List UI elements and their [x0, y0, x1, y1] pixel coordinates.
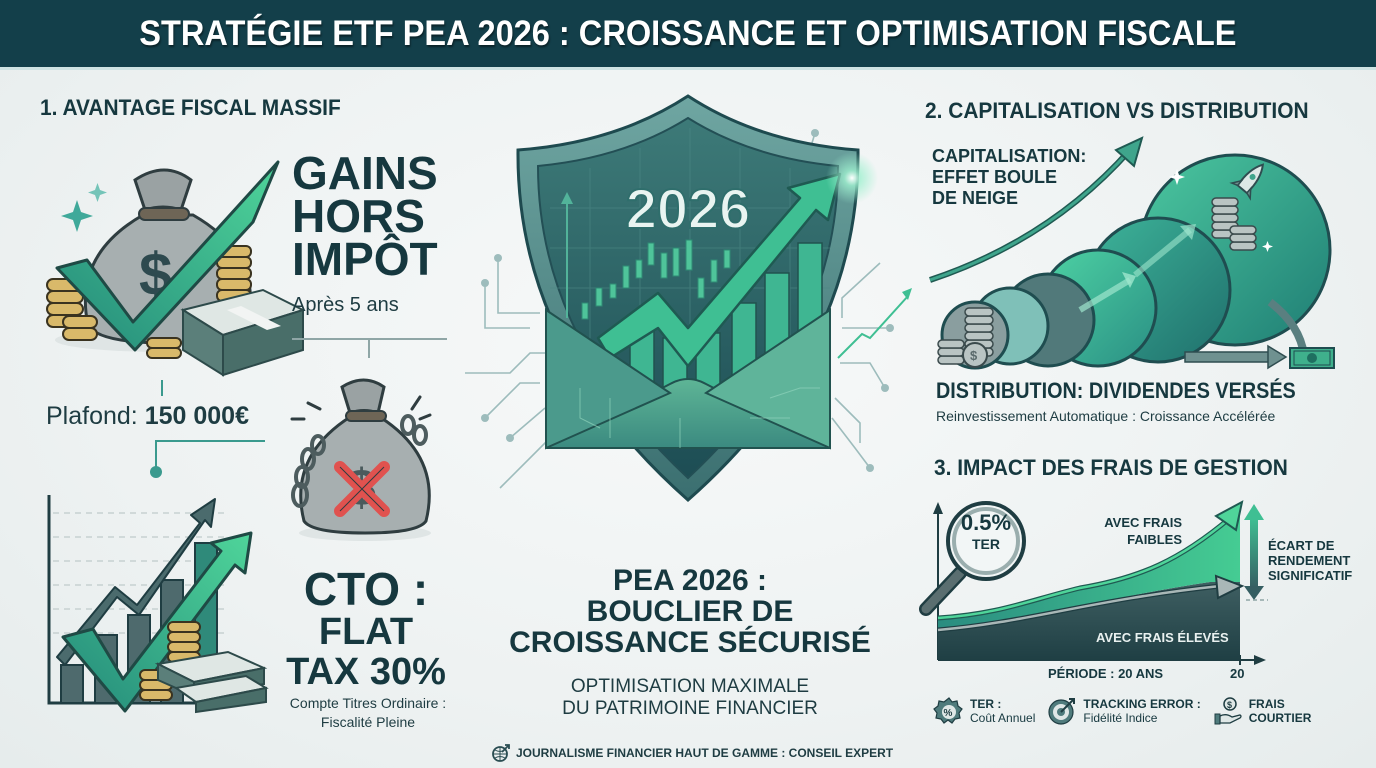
legend-desc: Coût Annuel	[970, 711, 1036, 725]
subheadline-line: DU PATRIMOINE FINANCIER	[562, 698, 818, 719]
x-axis-end-tick: 20	[1230, 666, 1245, 681]
money-bag-chained-cross-icon: $	[290, 378, 432, 541]
label-line: SIGNIFICATIF	[1268, 568, 1353, 583]
money-bag-check-icon: $	[46, 160, 306, 377]
legend-item-broker-fees: $ FRAIS COURTIER	[1213, 696, 1312, 726]
page-title: STRATÉGIE ETF PEA 2026 : CROISSANCE ET O…	[139, 13, 1237, 53]
headline-line: TAX 30%	[286, 651, 446, 693]
distribution-subtitle: Reinvestissement Automatique : Croissanc…	[936, 408, 1276, 424]
cap-label-line: DE NEIGE	[932, 188, 1019, 208]
headline-line: BOUCLIER DE	[586, 595, 794, 628]
headline-line: IMPÔT	[292, 233, 438, 285]
curve-low-fees-label: AVEC FRAIS FAIBLES	[1082, 514, 1182, 548]
label-line: AVEC FRAIS	[1104, 515, 1182, 530]
shield-envelope-growth-icon: 2026	[465, 94, 912, 503]
cto-headline: CTO : FLAT TAX 30%	[276, 566, 456, 692]
legend-desc: Fidélité Indice	[1083, 711, 1158, 725]
label-line: FAIBLES	[1127, 532, 1182, 547]
headline-line: CTO :	[303, 563, 429, 615]
label-line: ÉCART DE	[1268, 538, 1335, 553]
cto-description: Compte Titres Ordinaire : Fiscalité Plei…	[270, 694, 466, 732]
capitalisation-label: CAPITALISATION: EFFET BOULE DE NEIGE	[932, 146, 1086, 209]
magnifier-text: 0.5% TER	[956, 510, 1016, 552]
svg-text:$: $	[1227, 700, 1232, 710]
connector-line	[155, 440, 157, 470]
footer-credit: JOURNALISME FINANCIER HAUT DE GAMME : CO…	[492, 744, 893, 762]
connector-dot	[150, 466, 162, 478]
legend-title: TER :	[970, 697, 1002, 711]
svg-text:2026: 2026	[626, 177, 751, 240]
legend-desc: COURTIER	[1248, 711, 1312, 725]
legend-item-tracking-error: TRACKING ERROR : Fidélité Indice	[1047, 696, 1201, 726]
page-header: STRATÉGIE ETF PEA 2026 : CROISSANCE ET O…	[0, 0, 1376, 70]
globe-arrow-icon	[492, 744, 510, 762]
plafond-label: Plafond:	[46, 402, 138, 430]
plafond-text: Plafond: 150 000€	[46, 402, 249, 431]
connector-line	[155, 440, 265, 442]
footer-text: JOURNALISME FINANCIER HAUT DE GAMME : CO…	[516, 746, 894, 760]
ter-value: 0.5%	[960, 510, 1012, 535]
headline-line: CROISSANCE SÉCURISÉ	[509, 626, 871, 659]
section3-title: 3. IMPACT DES FRAIS DE GESTION	[934, 455, 1288, 480]
svg-text:$: $	[970, 348, 978, 363]
center-subheadline: OPTIMISATION MAXIMALE DU PATRIMOINE FINA…	[470, 676, 910, 720]
return-gap-label: ÉCART DE RENDEMENT SIGNIFICATIF	[1268, 538, 1352, 583]
svg-text:%: %	[944, 708, 953, 719]
connector-line	[161, 380, 163, 396]
hand-coin-icon: $	[1214, 697, 1242, 725]
x-axis-label: PÉRIODE : 20 ANS	[1048, 666, 1164, 681]
banknote-icon	[1289, 347, 1335, 369]
label-line: RENDEMENT	[1268, 553, 1351, 568]
cap-label-line: CAPITALISATION:	[932, 146, 1087, 166]
legend-title: TRACKING ERROR :	[1083, 697, 1201, 711]
coins-cash-stack-icon	[139, 621, 269, 714]
fees-impact-chart	[933, 500, 1268, 665]
section2-title: 2. CAPITALISATION VS DISTRIBUTION	[925, 98, 1309, 123]
target-arrow-icon	[1048, 698, 1076, 725]
subheadline-line: OPTIMISATION MAXIMALE	[570, 676, 810, 697]
headline-line: GAINS	[292, 147, 438, 199]
connector-line	[368, 338, 370, 358]
plafond-value: 150 000€	[144, 402, 249, 430]
cto-sub-line: Compte Titres Ordinaire :	[289, 695, 447, 711]
cap-label-line: EFFET BOULE	[932, 167, 1057, 187]
pea-tax-free-headline: GAINS HORS IMPÔT	[292, 147, 438, 285]
gear-percent-icon: %	[933, 697, 963, 724]
headline-line: FLAT	[318, 611, 414, 653]
snowball-circles-icon: $	[929, 136, 1335, 370]
fees-legend: % TER : Coût Annuel TRACKING ERROR : Fid…	[933, 696, 1312, 726]
headline-line: HORS	[292, 190, 425, 242]
legend-title: FRAIS	[1248, 697, 1285, 711]
curve-high-fees-label: AVEC FRAIS ÉLEVÉS	[1096, 630, 1229, 645]
ter-label: TER	[972, 536, 1000, 552]
headline-line: PEA 2026 :	[613, 564, 767, 597]
magnifier-icon	[919, 501, 1026, 616]
legend-item-ter: % TER : Coût Annuel	[933, 696, 1036, 726]
pea-holding-period: Après 5 ans	[292, 294, 399, 316]
section1-title: 1. AVANTAGE FISCAL MASSIF	[40, 95, 341, 120]
distribution-label: DISTRIBUTION: DIVIDENDES VERSÉS	[936, 378, 1296, 403]
center-headline: PEA 2026 : BOUCLIER DE CROISSANCE SÉCURI…	[470, 565, 910, 658]
cto-sub-line: Fiscalité Pleine	[320, 714, 416, 730]
